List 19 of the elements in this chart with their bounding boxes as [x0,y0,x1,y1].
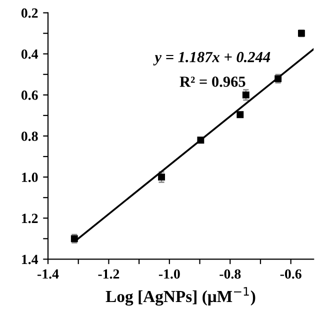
x-axis-title: Log [AgNPs] (μM$^{−1}$) [106,287,256,306]
x-tick-label: -1.4 [38,269,59,279]
y-tick-label: 1.4 [22,254,38,264]
x-tick-label: -1.0 [158,269,180,279]
y-tick-label: 0.4 [21,49,38,59]
annotation: y = 1.187x + 0.244 [153,52,270,66]
point [158,174,165,181]
y-tick-label: 1.2 [22,214,38,224]
y-tick-label: 0.8 [21,132,38,142]
y-tick-label: 1.0 [22,172,38,182]
y-tick-label: 0.6 [21,90,38,100]
y-tick-label: 0.2 [21,8,38,18]
x-tick-label: -1.2 [98,269,120,279]
point [197,136,204,144]
point [236,111,244,118]
annotation: R² = 0.965 [180,76,246,87]
point [242,91,250,98]
x-tick-label: -0.6 [280,269,302,279]
x-tick-label: -0.8 [220,269,241,279]
